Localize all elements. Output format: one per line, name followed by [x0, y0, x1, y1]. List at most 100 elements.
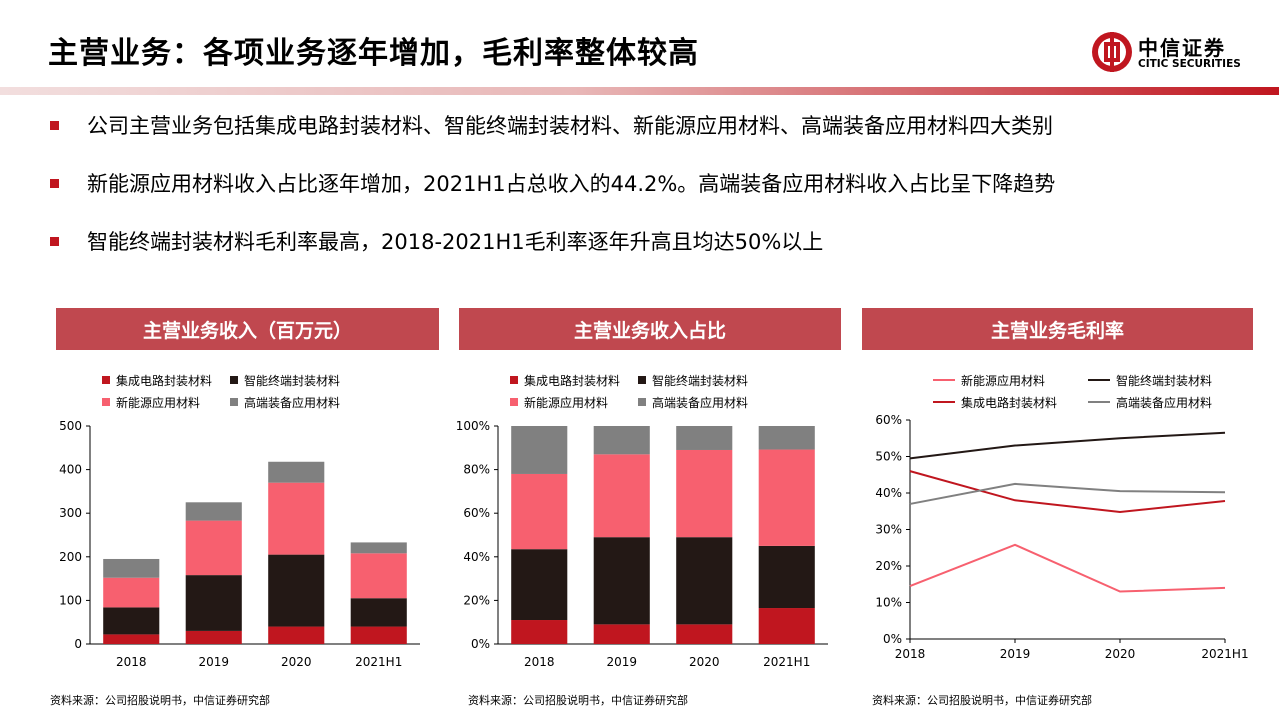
bullet-marker	[50, 237, 59, 246]
bar-segment	[511, 620, 568, 644]
y-tick-label: 100	[59, 593, 82, 607]
legend-label: 新能源应用材料	[524, 395, 608, 410]
bar-segment	[268, 626, 325, 644]
source-note: 资料来源：公司招股说明书，中信证券研究部	[872, 694, 1092, 707]
bar-segment	[185, 630, 242, 644]
y-tick-label: 40%	[463, 550, 490, 564]
legend-label: 集成电路封装材料	[524, 373, 620, 388]
bar-segment	[185, 502, 242, 521]
bar-segment	[593, 426, 650, 455]
x-tick-label: 2021H1	[1201, 647, 1248, 661]
bullet-item: 公司主营业务包括集成电路封装材料、智能终端封装材料、新能源应用材料、高端装备应用…	[50, 110, 1055, 168]
y-tick-label: 0%	[883, 632, 902, 646]
bar-segment	[185, 575, 242, 631]
legend-swatch	[638, 376, 646, 384]
series-line	[909, 543, 1226, 593]
legend-swatch	[230, 398, 238, 406]
bar-segment	[758, 426, 815, 450]
x-tick-label: 2021H1	[763, 655, 810, 669]
y-tick-label: 500	[59, 419, 82, 433]
legend-label: 集成电路封装材料	[116, 373, 212, 388]
legend-label: 高端装备应用材料	[652, 395, 748, 410]
bullet-text: 智能终端封装材料毛利率最高，2018-2021H1毛利率逐年升高且均达50%以上	[87, 230, 824, 254]
y-tick-label: 200	[59, 550, 82, 564]
bar-segment	[593, 454, 650, 538]
bar-segment	[676, 426, 733, 450]
bullet-marker	[50, 121, 59, 130]
x-tick-label: 2019	[1000, 647, 1031, 661]
legend-swatch	[638, 398, 646, 406]
bar-segment	[758, 545, 815, 609]
series-line	[909, 431, 1226, 460]
x-tick-label: 2018	[116, 655, 147, 669]
logo-text-cn: 中信证券	[1138, 36, 1226, 60]
bar-segment	[185, 520, 242, 576]
bar-segment	[593, 624, 650, 644]
margin-panel-title: 主营业务毛利率	[862, 308, 1253, 350]
legend-label: 高端装备应用材料	[244, 395, 340, 410]
x-tick-label: 2018	[895, 647, 926, 661]
share-panel-title: 主营业务收入占比	[459, 308, 841, 350]
legend-label: 智能终端封装材料	[652, 373, 748, 388]
y-tick-label: 50%	[875, 450, 902, 464]
legend-label: 高端装备应用材料	[1116, 395, 1212, 410]
y-tick-label: 300	[59, 506, 82, 520]
legend-swatch	[510, 398, 518, 406]
bar-segment	[268, 482, 325, 555]
y-tick-label: 80%	[463, 463, 490, 477]
bar-segment	[350, 553, 407, 599]
y-tick-label: 20%	[463, 593, 490, 607]
y-tick-label: 30%	[875, 523, 902, 537]
citic-emblem-icon	[1092, 32, 1132, 72]
bar-segment	[103, 634, 160, 644]
legend-label: 集成电路封装材料	[961, 395, 1057, 410]
legend-swatch	[510, 376, 518, 384]
bullet-text: 新能源应用材料收入占比逐年增加，2021H1占总收入的44.2%。高端装备应用材…	[87, 172, 1056, 196]
bar-segment	[511, 473, 568, 550]
y-tick-label: 10%	[875, 596, 902, 610]
legend-label: 新能源应用材料	[961, 373, 1045, 388]
page-title: 主营业务：各项业务逐年增加，毛利率整体较高	[48, 36, 699, 71]
bar-segment	[350, 626, 407, 644]
bar-segment	[103, 577, 160, 608]
source-note: 资料来源：公司招股说明书，中信证券研究部	[50, 694, 270, 707]
bar-segment	[350, 598, 407, 627]
y-tick-label: 60%	[463, 506, 490, 520]
bar-segment	[350, 542, 407, 554]
legend-label: 新能源应用材料	[116, 395, 200, 410]
x-tick-label: 2020	[281, 655, 312, 669]
legend-label: 智能终端封装材料	[244, 373, 340, 388]
bar-segment	[268, 554, 325, 627]
series-line	[909, 470, 1226, 513]
citic-logo: 中信证券 CITIC SECURITIES	[1090, 30, 1250, 74]
x-tick-label: 2021H1	[355, 655, 402, 669]
y-tick-label: 60%	[875, 413, 902, 427]
x-tick-label: 2019	[606, 655, 637, 669]
bar-segment	[758, 608, 815, 644]
x-tick-label: 2019	[198, 655, 229, 669]
legend-label: 智能终端封装材料	[1116, 373, 1212, 388]
y-tick-label: 0	[74, 637, 82, 651]
legend-swatch	[102, 376, 110, 384]
bar-segment	[758, 449, 815, 546]
bar-segment	[676, 537, 733, 625]
legend-swatch	[102, 398, 110, 406]
bullet-item: 智能终端封装材料毛利率最高，2018-2021H1毛利率逐年升高且均达50%以上	[50, 226, 1055, 284]
y-tick-label: 400	[59, 463, 82, 477]
bar-segment	[103, 607, 160, 635]
bar-segment	[103, 558, 160, 578]
revenue-panel-title: 主营业务收入（百万元）	[56, 308, 439, 350]
bullet-item: 新能源应用材料收入占比逐年增加，2021H1占总收入的44.2%。高端装备应用材…	[50, 168, 1055, 226]
y-tick-label: 0%	[471, 637, 490, 651]
bar-segment	[676, 449, 733, 538]
bar-segment	[268, 461, 325, 483]
bar-segment	[511, 549, 568, 621]
bullet-marker	[50, 179, 59, 188]
source-note: 资料来源：公司招股说明书，中信证券研究部	[468, 694, 688, 707]
series-line	[909, 482, 1226, 505]
bar-segment	[511, 426, 568, 474]
bar-segment	[593, 537, 650, 625]
